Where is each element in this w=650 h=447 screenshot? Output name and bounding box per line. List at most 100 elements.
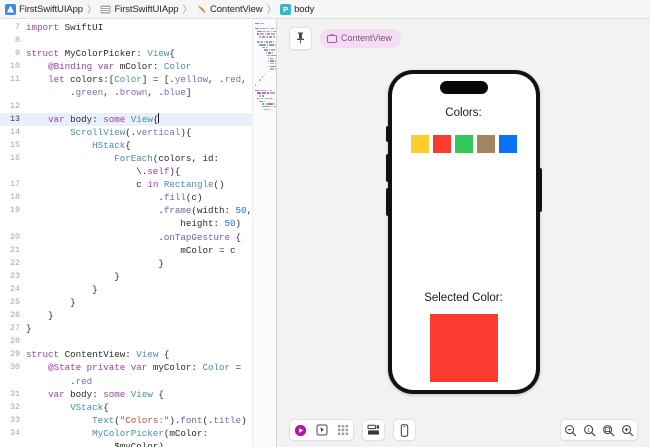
- line-number: 33: [9, 414, 20, 425]
- code-line[interactable]: 26 }: [0, 309, 252, 322]
- pin-preview-button[interactable]: [289, 26, 312, 50]
- preview-screen[interactable]: Colors: Selected Color:: [391, 74, 536, 390]
- magnifier-plus-icon: [622, 424, 634, 436]
- code-line[interactable]: 28: [0, 335, 252, 348]
- color-swatch-brown[interactable]: [476, 135, 495, 153]
- code-line[interactable]: 24 }: [0, 283, 252, 296]
- line-number: 21: [9, 244, 20, 255]
- code-line[interactable]: 13 var body: some View{: [0, 112, 253, 126]
- code-line-text: @Binding var mColor: Color: [48, 61, 192, 73]
- volume-up-button: [385, 154, 388, 182]
- breadcrumb-label: FirstSwiftUIApp: [19, 3, 83, 15]
- device-settings-button[interactable]: [394, 419, 415, 441]
- code-line-text: .frame(width: 50,: [26, 205, 253, 217]
- breadcrumb-item-symbol[interactable]: P body: [280, 3, 314, 15]
- preview-name-pill[interactable]: ContentView: [320, 28, 401, 48]
- minimap-line: [253, 22, 276, 25]
- code-line-text: ScrollView(.vertical){: [70, 126, 192, 138]
- minimap-line: [253, 81, 276, 84]
- code-line[interactable]: 25 }: [0, 296, 252, 309]
- code-line[interactable]: 8: [0, 34, 252, 47]
- code-line[interactable]: 23 }: [0, 270, 252, 283]
- selectable-preview-button[interactable]: [311, 419, 332, 441]
- code-line[interactable]: 32 VStack{: [0, 401, 252, 414]
- code-line[interactable]: 10 @Binding var mColor: Color: [0, 60, 252, 73]
- swift-file-icon: [196, 4, 207, 15]
- line-number: 8: [14, 35, 20, 46]
- line-number: 11: [9, 74, 20, 85]
- device-settings-group: [393, 419, 416, 441]
- breadcrumb-item-group[interactable]: FirstSwiftUIApp: [100, 3, 179, 15]
- line-number: 15: [9, 139, 20, 150]
- code-line[interactable]: 29 struct ContentView: View {: [0, 348, 252, 361]
- code-line[interactable]: 30 @State private var myColor: Color =: [0, 361, 252, 374]
- code-line[interactable]: 33 Text("Colors:").font(.title): [0, 414, 252, 427]
- preview-layout-button[interactable]: [363, 419, 384, 441]
- code-line-text: }: [26, 257, 164, 269]
- code-line[interactable]: \.self){: [0, 165, 252, 178]
- breadcrumb-item-file[interactable]: ContentView: [196, 4, 263, 15]
- color-swatch-green[interactable]: [454, 135, 473, 153]
- minimap-line: [253, 108, 276, 111]
- code-line[interactable]: 19 .frame(width: 50,: [0, 204, 252, 217]
- code-minimap[interactable]: [252, 19, 276, 447]
- minimap-line: [253, 95, 276, 98]
- minimap-line: [253, 27, 276, 30]
- pin-icon: [297, 32, 304, 44]
- property-symbol-icon: P: [280, 3, 292, 15]
- code-line[interactable]: .green, .brown, .blue]: [0, 86, 252, 99]
- preview-layout-group: [362, 419, 385, 441]
- zoom-in-button[interactable]: [618, 419, 637, 441]
- code-line[interactable]: .red: [0, 375, 252, 388]
- zoom-100-button[interactable]: 1: [580, 419, 599, 441]
- code-line[interactable]: 18 .fill(c): [0, 191, 252, 204]
- minimap-line: [253, 62, 276, 65]
- source-editor[interactable]: 7 import SwiftUI 8 9 struct MyColorPicker: V…: [0, 19, 276, 447]
- breadcrumb-item-project[interactable]: FirstSwiftUIApp: [5, 3, 83, 15]
- variants-preview-button[interactable]: [332, 419, 353, 441]
- code-line[interactable]: 14 ScrollView(.vertical){: [0, 126, 252, 139]
- editor-canvas-divider[interactable]: [276, 19, 277, 447]
- code-line[interactable]: 16 ForEach(colors, id:: [0, 152, 252, 165]
- line-number: 24: [9, 283, 20, 294]
- code-line[interactable]: 27}: [0, 322, 252, 335]
- folder-group-icon: [100, 4, 111, 15]
- minimap-line: [253, 35, 276, 38]
- breadcrumb-separator: 〉: [86, 5, 97, 16]
- code-line[interactable]: 11 let colors:[Color] = [.yellow, .red,: [0, 73, 252, 86]
- breadcrumb-label: ContentView: [209, 3, 263, 15]
- line-number: 10: [9, 61, 20, 72]
- line-number: 23: [9, 270, 20, 281]
- zoom-fit-button[interactable]: [599, 419, 618, 441]
- code-line-text: }: [26, 323, 32, 335]
- color-swatch-blue[interactable]: [498, 135, 517, 153]
- line-number: 14: [9, 126, 20, 137]
- minimap-line: [253, 73, 276, 76]
- code-line[interactable]: 12: [0, 100, 252, 113]
- breadcrumb-label: FirstSwiftUIApp: [114, 3, 179, 15]
- code-line[interactable]: 22 }: [0, 257, 252, 270]
- code-line[interactable]: 31 var body: some View {: [0, 388, 252, 401]
- code-line[interactable]: 7 import SwiftUI: [0, 21, 252, 34]
- code-line[interactable]: 21 mColor = c: [0, 244, 252, 257]
- code-line[interactable]: 20 .onTapGesture {: [0, 231, 252, 244]
- minimap-line: [253, 97, 276, 100]
- code-text-area[interactable]: 7 import SwiftUI 8 9 struct MyColorPicker: V…: [0, 19, 253, 447]
- magnifier-fit-icon: [603, 424, 615, 436]
- code-line[interactable]: 17 c in Rectangle(): [0, 178, 252, 191]
- live-preview-button[interactable]: [290, 419, 311, 441]
- color-swatch-row[interactable]: [410, 135, 517, 153]
- code-line[interactable]: 34 MyColorPicker(mColor:: [0, 427, 252, 440]
- colors-title-text: Colors:: [445, 107, 482, 119]
- power-button: [539, 168, 542, 212]
- code-line[interactable]: 15 HStack{: [0, 139, 252, 152]
- zoom-out-button[interactable]: [561, 419, 580, 441]
- canvas-stage[interactable]: Colors: Selected Color:: [277, 57, 650, 413]
- code-line[interactable]: height: 50): [0, 217, 252, 230]
- minimap-line: [253, 84, 276, 87]
- code-line[interactable]: $myColor): [0, 440, 252, 447]
- code-line[interactable]: 9 struct MyColorPicker: View{: [0, 47, 252, 60]
- color-swatch-yellow[interactable]: [410, 135, 429, 153]
- color-swatch-red[interactable]: [432, 135, 451, 153]
- text-cursor: [157, 112, 159, 123]
